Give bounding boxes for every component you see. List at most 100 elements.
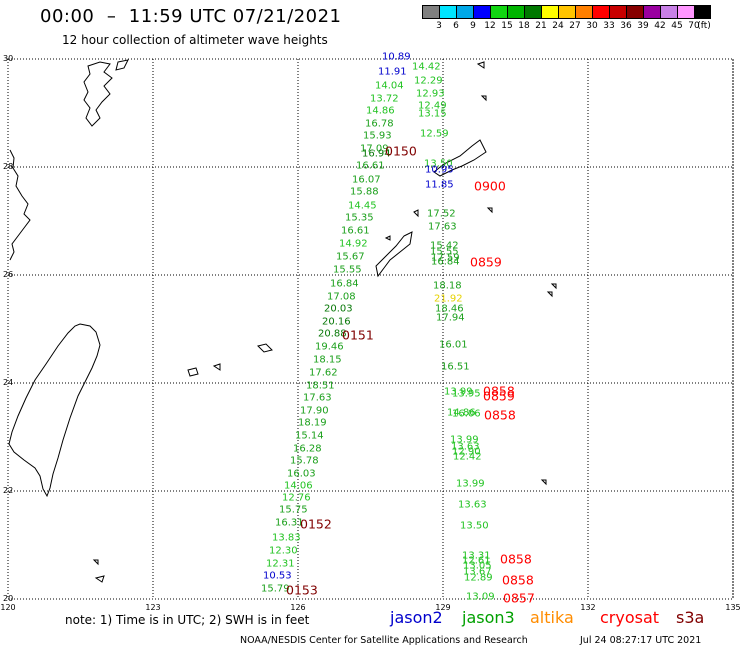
wave-height-value: 15.78 — [290, 455, 319, 467]
scale-label: 33 — [603, 21, 615, 31]
wave-height-value: 15.42 — [430, 240, 459, 252]
island-cluster-north — [115, 59, 129, 71]
wave-height-value: 13.67 — [463, 566, 492, 578]
scale-swatch — [694, 5, 711, 19]
wave-height-value: 18.51 — [306, 380, 335, 392]
wave-height-value: 18.18 — [433, 280, 462, 292]
pass-time: 0150 — [385, 143, 417, 159]
pass-time: 0900 — [474, 178, 506, 194]
scale-label: 3 — [436, 21, 442, 31]
scale-label: 70 — [688, 21, 700, 31]
page-subtitle: 12 hour collection of altimeter wave hei… — [62, 33, 328, 47]
scale-label: 45 — [671, 21, 683, 31]
wave-height-value: 15.67 — [336, 251, 365, 263]
lat-tick-label: 20 — [3, 594, 14, 603]
wave-height-value: 16.01 — [439, 339, 468, 351]
lat-tick-label: 24 — [3, 378, 14, 387]
wave-height-value: 12.76 — [282, 492, 311, 504]
lon-tick-label: 126 — [290, 603, 306, 612]
wave-height-value: 13.83 — [272, 532, 301, 544]
wave-height-value: 15.79 — [261, 583, 290, 595]
scale-swatch — [558, 5, 575, 19]
daito-island — [476, 61, 485, 69]
wave-height-value: 21.92 — [434, 293, 463, 305]
wave-height-value: 17.08 — [327, 291, 356, 303]
wave-height-value: 12.42 — [453, 451, 482, 463]
wave-height-value: 13.50 — [460, 520, 489, 532]
wave-height-value: 13.99 — [450, 434, 479, 446]
wave-height-value: 16.84 — [330, 278, 359, 290]
japan-west-coastline — [9, 149, 31, 261]
scale-swatch — [439, 5, 456, 19]
wave-height-value: 13.31 — [462, 550, 491, 562]
page-title: 00:00 – 11:59 UTC 07/21/2021 — [40, 6, 342, 27]
wave-height-value: 13.15 — [418, 108, 447, 120]
scale-label: 12 — [484, 21, 496, 31]
wave-height-value: 16.84 — [431, 256, 460, 268]
wave-height-value: 16.61 — [341, 225, 370, 237]
pass-time: 0859 — [470, 254, 502, 270]
wave-height-value: 20.03 — [324, 303, 353, 315]
wave-height-value: 19.46 — [315, 341, 344, 353]
wave-height-value: 14.92 — [339, 238, 368, 250]
wave-height-value: 13.63 — [451, 441, 480, 453]
minor-isle-2 — [546, 291, 553, 298]
wave-height-value: 16.07 — [352, 174, 381, 186]
pass-time: 0857 — [503, 590, 535, 606]
pass-time: 0858 — [484, 407, 516, 423]
lat-tick-label: 30 — [3, 54, 14, 63]
wave-height-value: 16.78 — [365, 118, 394, 130]
wave-height-value: 14.42 — [412, 61, 441, 73]
wave-height-value: 16.51 — [441, 361, 470, 373]
wave-height-value: 15.35 — [345, 212, 374, 224]
wave-height-value: 12.59 — [420, 128, 449, 140]
lon-tick-label: 135 — [725, 603, 740, 612]
scale-label: 18 — [518, 21, 530, 31]
wave-height-value: 17.52 — [427, 208, 456, 220]
scale-label: (ft) — [697, 21, 711, 31]
scale-label: 30 — [586, 21, 598, 31]
wave-height-value: 15.55 — [430, 246, 459, 258]
wave-height-value: 12.29 — [414, 75, 443, 87]
wave-height-value: 14.45 — [348, 200, 377, 212]
wave-height-value: 17.09 — [360, 143, 389, 155]
legend-jason3: jason3 — [462, 608, 515, 627]
wave-height-value: 17.63 — [428, 221, 457, 233]
wave-height-value: 10.89 — [382, 51, 411, 63]
minor-isle-7 — [540, 479, 547, 486]
wave-height-value: 13.63 — [458, 499, 487, 511]
wave-height-value: 12.49 — [418, 100, 447, 112]
wave-height-value: 13.50 — [424, 158, 453, 170]
scale-swatch — [422, 5, 439, 19]
wave-height-value: 20.88 — [318, 328, 347, 340]
pass-time: 0859 — [483, 388, 515, 404]
scale-label: 21 — [535, 21, 547, 31]
wave-height-value: 11.85 — [425, 179, 454, 191]
tanegashima-yakushima — [433, 139, 487, 177]
scale-label: 24 — [552, 21, 564, 31]
yaeyama-1 — [257, 343, 273, 353]
wave-height-value: 15.55 — [333, 264, 362, 276]
lon-tick-label: 129 — [435, 603, 451, 612]
wave-height-value: 15.14 — [295, 430, 324, 442]
wave-height-value: 17.59 — [431, 252, 460, 264]
wave-height-value: 13.72 — [370, 93, 399, 105]
minor-isle-6 — [486, 207, 493, 214]
wave-height-value: 18.46 — [435, 303, 464, 315]
okinawa-small-1 — [384, 235, 391, 241]
lat-tick-label: 22 — [3, 486, 14, 495]
wave-height-value: 16.06 — [452, 408, 481, 420]
wave-height-value: 16.28 — [293, 443, 322, 455]
scale-swatch — [507, 5, 524, 19]
map-frame — [7, 58, 734, 600]
wave-height-value: 13.09 — [466, 591, 495, 603]
okinawa-small-2 — [413, 209, 419, 218]
wave-height-value: 14.86 — [366, 105, 395, 117]
scale-swatch — [524, 5, 541, 19]
scale-label: 27 — [569, 21, 581, 31]
wave-height-value: 12.61 — [462, 555, 491, 567]
pass-time: 0152 — [300, 516, 332, 532]
wave-height-value: 10.95 — [425, 164, 454, 176]
minor-isle-3 — [480, 95, 487, 102]
pass-time: 0858 — [483, 383, 515, 399]
